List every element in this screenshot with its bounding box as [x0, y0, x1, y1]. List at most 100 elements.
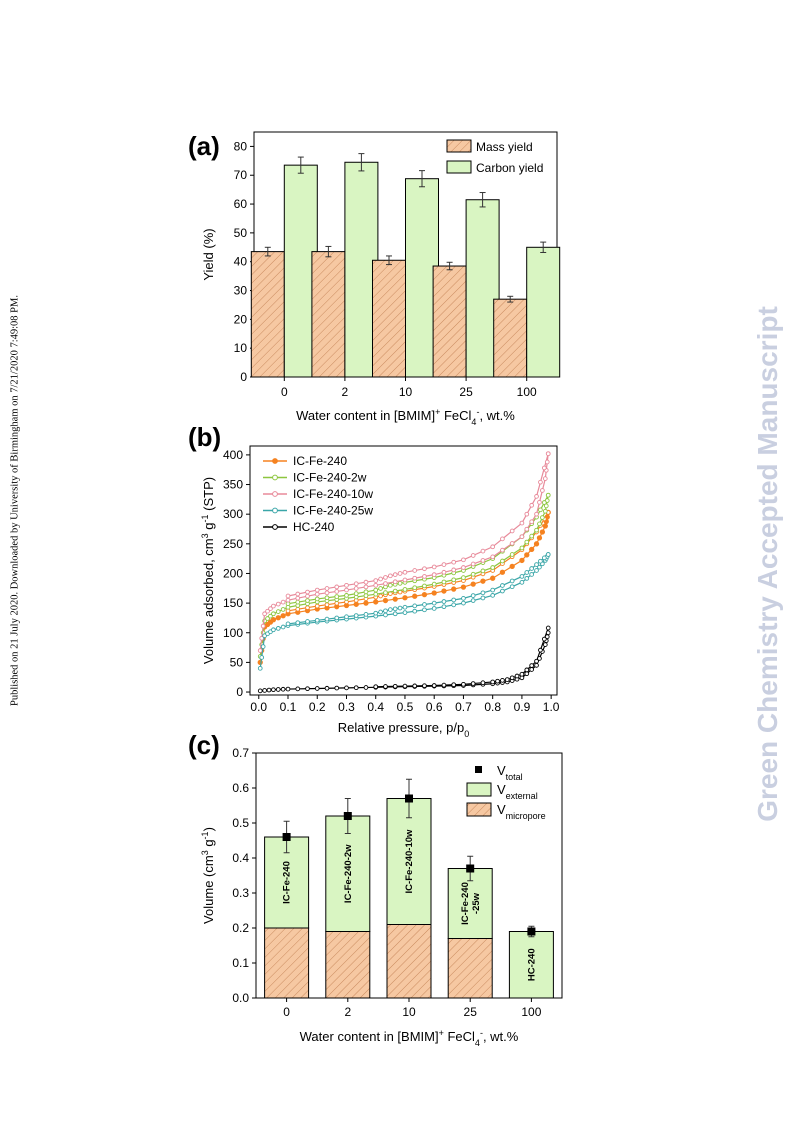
panel-b-point-ads-1-21	[402, 587, 408, 592]
panel-c-xlabel-part-3: 4	[475, 1038, 480, 1048]
panel-b-point-ads-0-31	[499, 569, 506, 575]
panel-b-point-ads-4-7	[295, 686, 301, 692]
panel-b-ytick-label-4: 200	[223, 566, 243, 580]
panel-b-point-des-4-12	[490, 679, 496, 685]
panel-b-point-des-2-13	[451, 559, 457, 565]
panel-a-xtick-label-2: 10	[399, 385, 413, 399]
panel-c-bar-label-1: IC-Fe-240-2w	[343, 844, 354, 903]
panel-a-ytick-label-7: 70	[234, 168, 248, 182]
panel-b-point-ads-0-20	[392, 596, 398, 602]
panel-b-legend-marker-0	[272, 458, 278, 464]
panel-b-point-ads-4-34	[524, 671, 530, 677]
panel-b-point-des-4-24	[373, 684, 379, 690]
panel-b-point-des-2-10	[480, 548, 486, 554]
panel-b-point-ads-3-24	[431, 606, 437, 611]
panel-b-point-ads-1-30	[490, 565, 496, 570]
panel-b-point-ads-1-32	[509, 552, 515, 557]
panel-c-ylabel-part-2: g	[201, 839, 216, 850]
panel-b-point-des-3-31	[305, 619, 310, 624]
panel-c-ylabel-part-1: 3	[200, 850, 210, 855]
panel-b-point-ads-1-18	[373, 591, 379, 597]
panel-b-ytick-label-2: 100	[223, 626, 243, 640]
panel-b-point-des-1-21	[387, 582, 393, 588]
panel-b-point-ads-2-17	[363, 584, 369, 590]
panel-b-point-des-2-2	[538, 479, 543, 485]
panel-b-point-ads-1-6	[271, 611, 276, 617]
panel-b-point-des-3-17	[412, 603, 418, 609]
panel-b-point-des-2-11	[470, 553, 476, 558]
panel-b-point-ads-2-23	[422, 574, 427, 579]
panel-b-point-des-1-32	[295, 599, 301, 605]
panel-b-point-ads-3-32	[509, 584, 515, 590]
panel-b-point-ads-2-24	[431, 572, 437, 577]
panel-b-point-ads-0-36	[533, 541, 540, 547]
panel-b-point-ads-2-37	[537, 499, 542, 505]
panel-c-xtick-label-1: 2	[344, 1005, 351, 1019]
panel-b-point-ads-0-35	[529, 546, 535, 553]
panel-b-point-ads-3-34	[524, 576, 530, 581]
panel-b-point-ads-0-33	[519, 557, 525, 564]
panel-c-ylabel: Volume (cm3 g-1)	[200, 827, 216, 924]
panel-b-ylabel-part-2: g	[201, 522, 216, 533]
panel-b-ytick-label-1: 50	[230, 655, 244, 669]
panel-b-point-des-4-17	[441, 682, 447, 688]
panel-a-xlabel-part-3: 4	[471, 417, 476, 427]
panel-c-ytick-label-5: 0.5	[232, 816, 249, 830]
panel-c-vtotal-3	[466, 864, 475, 873]
panel-b-point-ads-1-34	[524, 539, 530, 545]
panel-c-vtotal-4	[527, 927, 536, 936]
panel-b-xtick-label-1: 0.1	[280, 700, 297, 714]
panel-c-legend-swatch-0	[466, 802, 492, 817]
panel-b-point-ads-1-31	[500, 558, 505, 564]
panel-b-point-ads-4-5	[280, 686, 286, 692]
panel-b-point-des-2-29	[324, 586, 330, 591]
panel-b-point-ads-2-2	[260, 623, 266, 629]
panel-b-point-ads-3-33	[519, 580, 525, 585]
panel-b-point-ads-2-6	[271, 603, 276, 609]
panel-b: (b) 0 50 100 150 200 250 300 350 400 0.0 0.1 0.2 0.3 0…	[188, 422, 560, 739]
panel-b-point-des-4-9	[504, 677, 510, 682]
panel-b-point-ads-3-19	[383, 612, 388, 618]
panel-b-label: (b)	[188, 422, 221, 452]
panel-b-point-des-1-28	[334, 594, 340, 599]
panel-b-point-ads-1-27	[461, 575, 466, 580]
panel-b-point-des-2-14	[441, 562, 447, 567]
panel-b-point-ads-2-33	[519, 534, 525, 540]
panel-b-point-des-3-10	[480, 590, 486, 596]
panel-b-point-ads-3-2	[260, 644, 266, 649]
panel-b-point-des-3-29	[324, 616, 330, 622]
panel-c-vtotal-0	[282, 833, 291, 841]
panel-b-point-ads-0-39	[542, 523, 548, 529]
panel-b-point-ads-1-29	[480, 568, 486, 574]
panel-c-bar-micropore-3	[447, 938, 493, 999]
panel-b-point-ads-3-25	[441, 604, 447, 610]
panel-b-point-des-3-22	[383, 608, 388, 614]
panel-b-point-ads-1-7	[275, 609, 281, 614]
panel-b-point-ads-2-18	[373, 582, 379, 588]
panel-b-xtick-label-10: 1.0	[543, 700, 560, 714]
panel-a-ytick-label-1: 10	[234, 341, 248, 355]
panel-b-point-des-3-0	[545, 552, 551, 557]
panel-c-bar-micropore-1	[325, 931, 371, 999]
panel-b-point-ads-0-30	[490, 575, 496, 581]
panel-b-point-des-2-4	[529, 502, 535, 508]
panel-b-point-ads-1-24	[431, 581, 437, 587]
panel-b-point-ads-4-35	[529, 667, 535, 672]
panel-b-point-ads-4-8	[305, 686, 310, 692]
panel-b-point-ads-3-21	[402, 610, 408, 615]
panel-b-point-ads-2-31	[500, 547, 505, 553]
panel-b-point-ads-2-38	[540, 488, 545, 493]
panel-b-point-des-2-30	[314, 587, 320, 593]
panel-b-point-ads-1-22	[412, 585, 418, 591]
panel-a-xlabel-part-0: Water content in [BMIM]	[296, 408, 435, 423]
panel-b-point-ads-3-6	[271, 627, 276, 633]
panel-b-point-ads-2-15	[344, 587, 349, 593]
panel-b-point-des-2-33	[285, 593, 291, 599]
panel-b-series-des-2	[287, 453, 549, 597]
panel-b-point-des-1-25	[363, 589, 369, 595]
panel-b-point-des-2-20	[392, 572, 398, 577]
panel-a-ytick-label-0: 0	[240, 370, 247, 384]
panel-b-point-ads-3-37	[537, 564, 542, 570]
panel-b-point-des-4-20	[412, 683, 418, 689]
